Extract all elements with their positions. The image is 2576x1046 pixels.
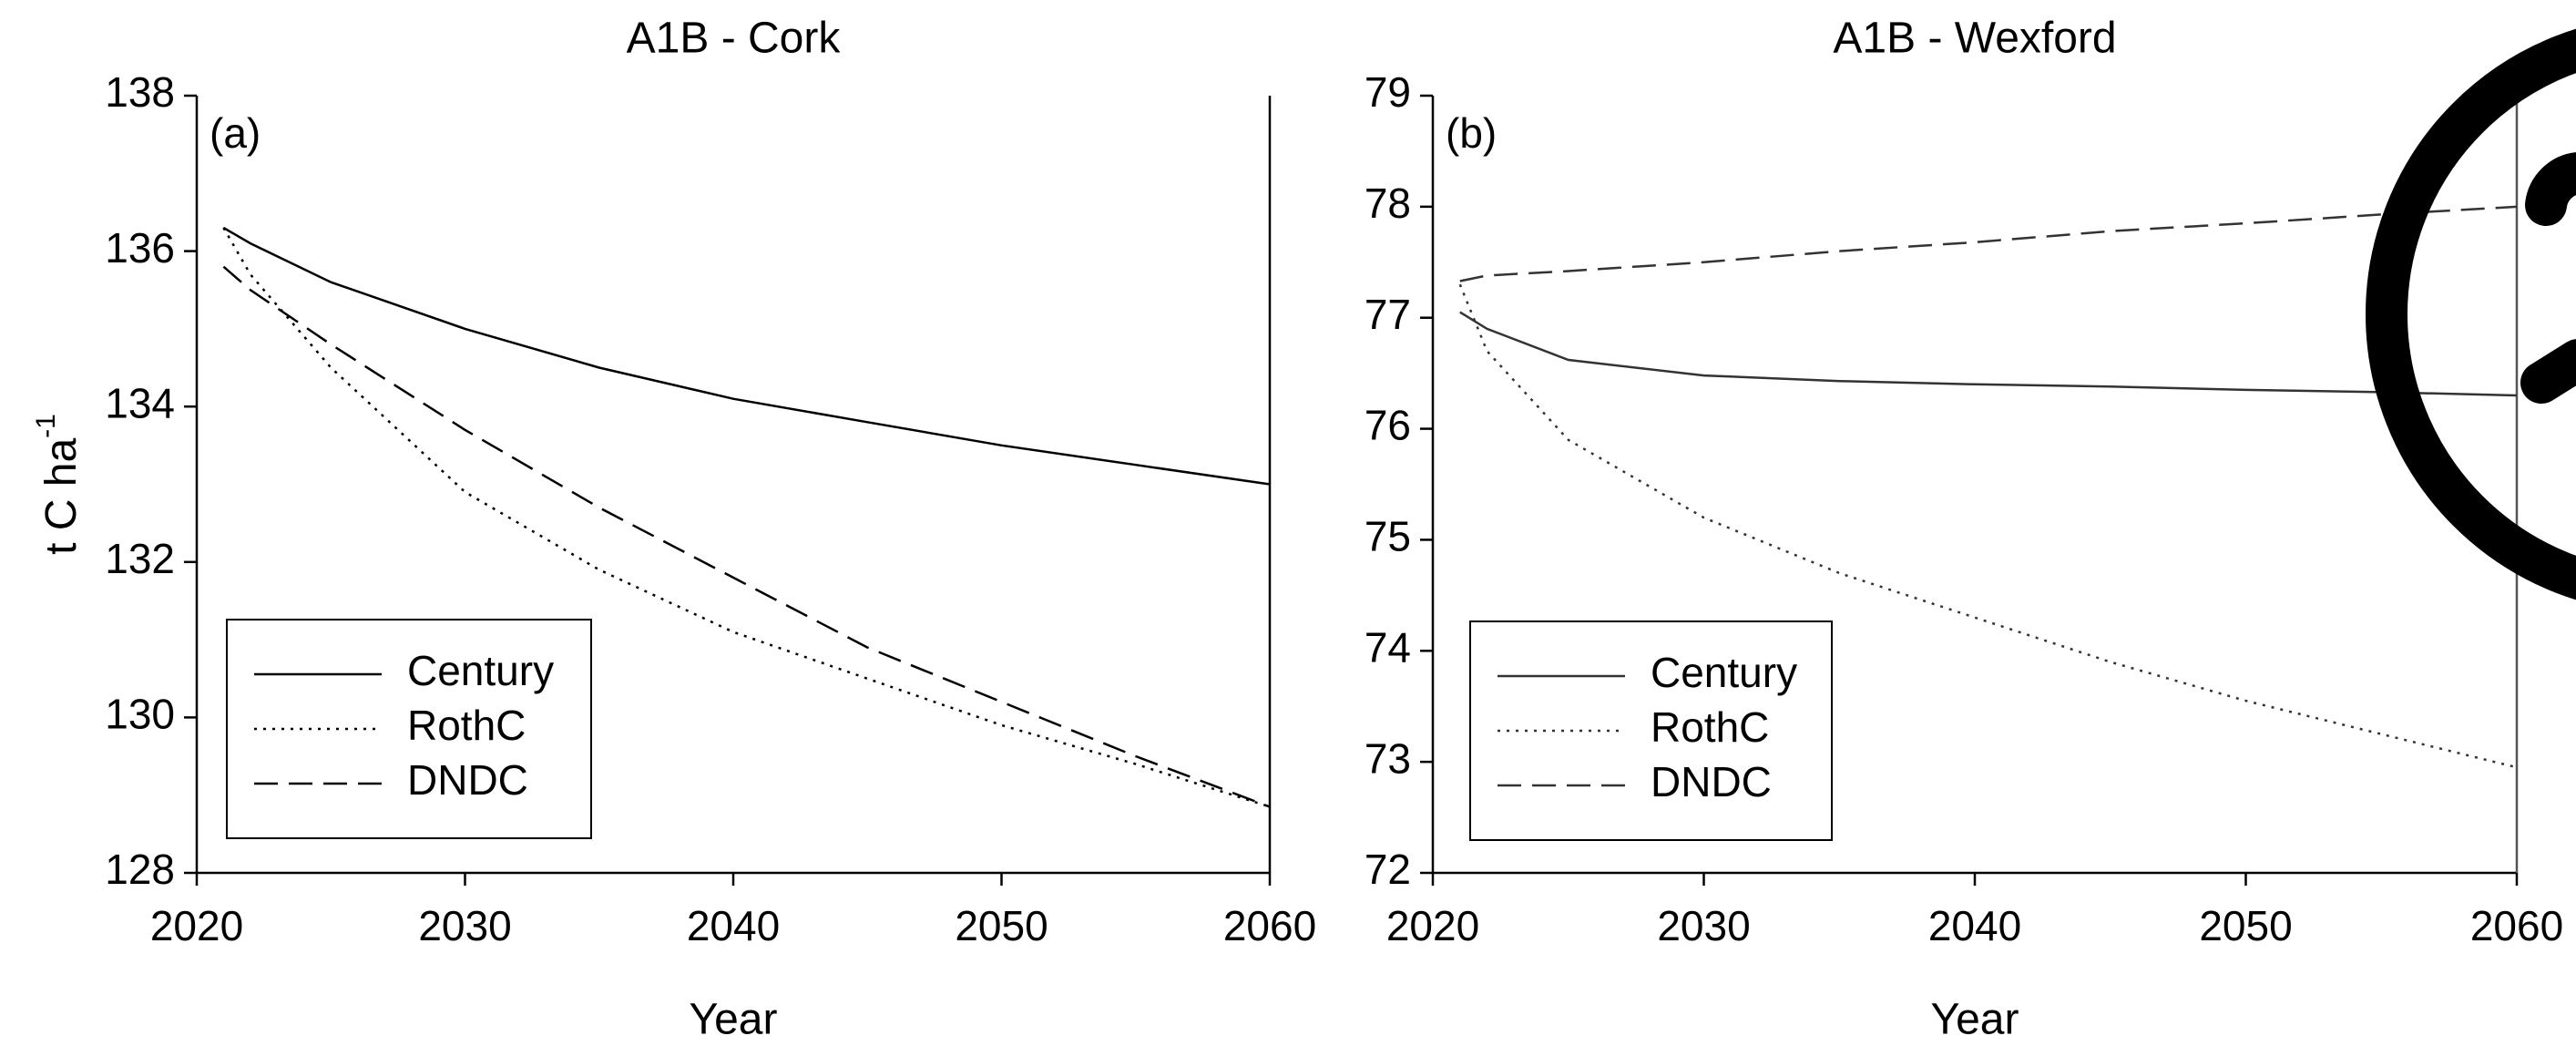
- legend-label: DNDC: [1651, 758, 1772, 805]
- legend-box: [226, 619, 592, 839]
- x-tick-label: 2020: [150, 902, 243, 949]
- y-tick-label: 134: [105, 379, 175, 426]
- y-tick-label: 78: [1365, 179, 1411, 227]
- overlay-face: [2366, 28, 2576, 600]
- panel: A1B - Cork (a) Year t C ha-1 128 130 132 134 136…: [31, 15, 1316, 1044]
- x-tick-label: 2050: [955, 902, 1048, 949]
- legend-label: Century: [1651, 649, 1797, 696]
- y-axis-label: t C ha-1: [31, 414, 86, 555]
- series-line: [222, 265, 1271, 808]
- legend-label: RothC: [407, 702, 526, 749]
- y-axis-label-main: t C ha: [37, 438, 86, 555]
- x-tick-label: 2040: [687, 902, 780, 949]
- legend-box: [1469, 620, 1833, 841]
- series-line: [1459, 311, 2518, 397]
- chart-title: A1B - Wexford: [1833, 15, 2116, 63]
- face-mouth: [2520, 339, 2576, 404]
- y-tick-label: 75: [1365, 513, 1411, 560]
- panel: A1B - Wexford (b) Year 72 73 74 75 76 77 78 79 2020…: [1365, 15, 2563, 1044]
- legend-label: DNDC: [407, 756, 528, 804]
- panel-label: (a): [210, 109, 261, 157]
- y-tick-label: 136: [105, 224, 175, 272]
- y-tick-label: 73: [1365, 734, 1411, 782]
- x-tick-label: 2050: [2199, 902, 2292, 949]
- y-tick-label: 76: [1365, 402, 1411, 449]
- face-eye: [2525, 152, 2576, 226]
- y-tick-label: 130: [105, 691, 175, 738]
- panel-label: (b): [1446, 109, 1497, 157]
- x-tick-label: 2060: [1223, 902, 1316, 949]
- x-tick-label: 2040: [1928, 902, 2021, 949]
- y-tick-label: 79: [1365, 68, 1411, 116]
- y-axis-label-sup: -1: [31, 414, 61, 438]
- x-tick-label: 2030: [418, 902, 511, 949]
- y-tick-label: 74: [1365, 623, 1411, 671]
- y-tick-label: 72: [1365, 846, 1411, 893]
- series-line: [1458, 283, 2518, 769]
- series-line: [1459, 205, 2518, 282]
- x-tick-label: 2020: [1386, 902, 1479, 949]
- x-axis-label: Year: [690, 996, 778, 1044]
- legend-label: Century: [407, 647, 554, 694]
- y-tick-label: 132: [105, 535, 175, 582]
- y-tick-label: 77: [1365, 291, 1411, 338]
- x-tick-label: 2030: [1657, 902, 1750, 949]
- x-tick-label: 2060: [2470, 902, 2563, 949]
- series-line: [222, 226, 1271, 486]
- x-axis-label: Year: [1931, 996, 2019, 1044]
- face-circle: [2366, 28, 2576, 600]
- legend-label: RothC: [1651, 703, 1769, 751]
- chart-title: A1B - Cork: [627, 15, 842, 63]
- y-tick-label: 128: [105, 846, 175, 893]
- y-tick-label: 138: [105, 68, 175, 116]
